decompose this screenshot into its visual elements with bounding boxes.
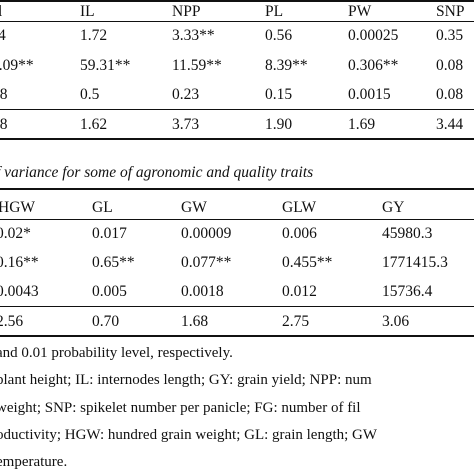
footnote-abbrev-line2: weight; SNP: spikelet number per panicle…: [0, 400, 361, 416]
table2-r4-c1: 2.56: [0, 313, 24, 330]
footnote-abbrev-line1: plant height; IL: internodes length; GY:…: [0, 372, 372, 388]
table1-r1-c6: 0.35: [436, 27, 464, 44]
table1-r1-c2: 1.72: [80, 27, 108, 44]
table2-r4-c3: 1.68: [181, 313, 209, 330]
table2-r1-c1: 0.02*: [0, 225, 31, 242]
table2-bottom-rule: [0, 306, 474, 307]
table2-r3-c2: 0.005: [92, 283, 127, 300]
footnote-abbrev-line4: emperature.: [0, 454, 68, 470]
table2-r3-c3: 0.0018: [181, 283, 224, 300]
table2-r1-c4: 0.006: [282, 225, 317, 242]
table2-header-rule: [0, 219, 474, 220]
table2-r4-c2: 0.70: [92, 313, 120, 330]
table1-header-col3: NPP: [172, 3, 201, 20]
table1-r3-c6: 0.08: [436, 86, 464, 103]
table2-r2-c1: 0.16**: [0, 254, 39, 271]
table2-r1-c5: 45980.3: [382, 225, 433, 242]
table2-caption: f variance for some of agronomic and qua…: [0, 164, 314, 181]
table2-header-col5: GY: [382, 199, 405, 216]
table1-r3-c4: 0.15: [265, 86, 293, 103]
table1-header-rule: [0, 21, 474, 22]
table2-r3-c5: 15736.4: [382, 283, 433, 300]
table1-bottom-rule: [0, 109, 474, 110]
table1-top-rule: [0, 0, 474, 2]
table1-r1-c3: 3.33**: [172, 27, 215, 44]
table2-header-col1: HGW: [0, 199, 36, 216]
table1-r4-c5: 1.69: [348, 116, 376, 133]
table2-r1-c2: 0.017: [92, 225, 127, 242]
table1-r4-c4: 1.90: [265, 116, 293, 133]
table2-header-col2: GL: [92, 199, 113, 216]
table1-r3-c3: 0.23: [172, 86, 200, 103]
table1-r1-c5: 0.00025: [348, 27, 399, 44]
table1-header-col5: PW: [348, 3, 372, 20]
table1-r2-c5: 0.306**: [348, 57, 399, 74]
table2-r1-c3: 0.00009: [181, 225, 232, 242]
table1-header-col1: l: [0, 3, 3, 20]
table1-r3-c1: 68: [0, 86, 8, 103]
table2-r3-c4: 0.012: [282, 283, 317, 300]
table2-final-rule: [0, 335, 474, 337]
table2-r2-c5: 1771415.3: [382, 254, 448, 271]
table1-r1-c1: 4: [0, 27, 6, 44]
table1-r4-c2: 1.62: [80, 116, 108, 133]
table1-header-col2: IL: [80, 3, 95, 20]
table1-r4-c1: 08: [0, 116, 8, 133]
table1-header-col4: PL: [265, 3, 284, 20]
table1-r4-c3: 3.73: [172, 116, 200, 133]
table2-r4-c5: 3.06: [382, 313, 410, 330]
footnote-abbrev-line3: oductivity; HGW: hundred grain weight; G…: [0, 427, 378, 443]
table2-r3-c1: 0.0043: [0, 283, 39, 300]
table1-r2-c2: 59.31**: [80, 57, 131, 74]
table1-r2-c4: 8.39**: [265, 57, 308, 74]
table2-r4-c4: 2.75: [282, 313, 310, 330]
table1-r2-c3: 11.59**: [172, 57, 222, 74]
table1-header-col6: SNP: [436, 3, 465, 20]
table2-header-col4: GLW: [282, 199, 317, 216]
table1-final-rule: [0, 138, 474, 140]
table2-r2-c2: 0.65**: [92, 254, 135, 271]
table1-r2-c1: 7.09**: [0, 57, 34, 74]
table2-r2-c4: 0.455**: [282, 254, 333, 271]
table1-r4-c6: 3.44: [436, 116, 464, 133]
table2-header-col3: GW: [181, 199, 207, 216]
table1-r2-c6: 0.08: [436, 57, 464, 74]
table1-r3-c5: 0.0015: [348, 86, 391, 103]
table1-r1-c4: 0.56: [265, 27, 293, 44]
footnote-significance: and 0.01 probability level, respectively…: [0, 345, 233, 361]
table1-r3-c2: 0.5: [80, 86, 100, 103]
table2-top-rule: [0, 188, 474, 190]
table2-r2-c3: 0.077**: [181, 254, 232, 271]
